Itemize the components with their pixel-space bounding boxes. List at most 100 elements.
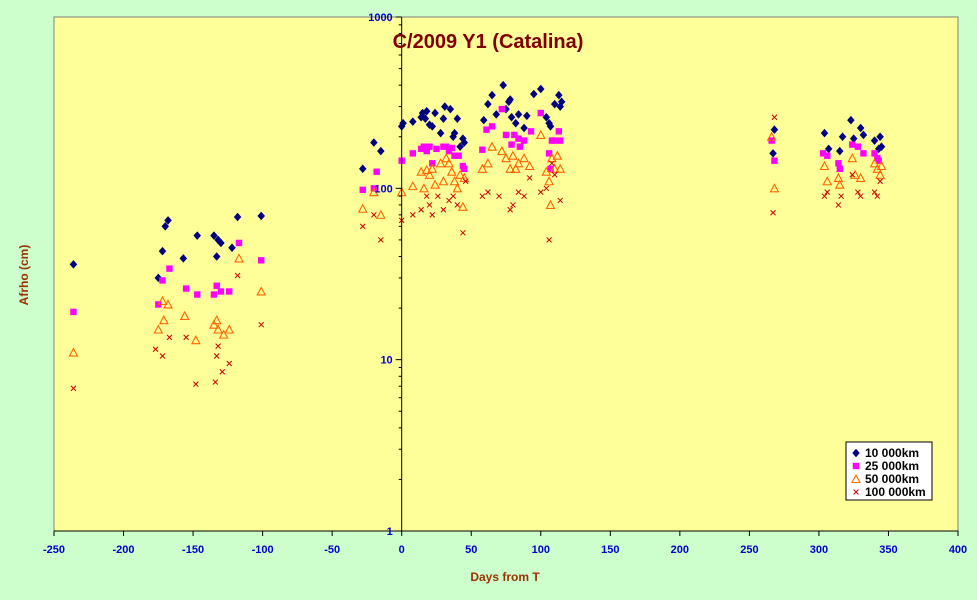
x-tick-label: 200 — [671, 544, 689, 556]
data-point — [551, 171, 558, 178]
data-point — [555, 90, 563, 100]
data-point — [423, 193, 430, 200]
x-tick-label: 300 — [810, 544, 828, 556]
data-point — [219, 368, 226, 375]
data-point — [183, 334, 189, 341]
data-point — [446, 166, 457, 176]
data-point — [523, 111, 531, 121]
data-point — [769, 183, 780, 193]
data-point — [218, 329, 229, 339]
data-point — [407, 180, 418, 191]
data-point — [515, 189, 522, 196]
data-point — [166, 265, 173, 272]
data-point — [496, 145, 507, 156]
data-point — [409, 150, 417, 157]
data-point — [427, 163, 438, 173]
data-point — [835, 146, 844, 156]
data-point — [430, 179, 440, 189]
data-point — [479, 115, 488, 125]
data-point — [368, 186, 379, 197]
y-tick-label: 10 — [380, 355, 392, 367]
data-point — [421, 164, 432, 175]
data-point — [429, 160, 436, 167]
data-point — [357, 203, 368, 213]
data-point — [516, 143, 524, 150]
data-point — [210, 291, 218, 298]
data-point — [217, 238, 225, 248]
data-point — [479, 193, 486, 200]
data-point — [213, 282, 220, 289]
data-point — [418, 206, 425, 213]
data-point — [451, 152, 458, 159]
data-point — [194, 291, 201, 298]
data-point — [537, 109, 544, 117]
data-point — [457, 201, 468, 211]
data-point — [820, 128, 829, 138]
data-point — [871, 189, 878, 196]
plot-area — [53, 16, 959, 532]
data-point — [855, 172, 866, 182]
data-point — [555, 128, 563, 135]
data-point — [854, 143, 862, 150]
data-point — [420, 143, 428, 150]
data-point — [833, 172, 844, 182]
x-tick-label: 0 — [399, 544, 405, 556]
data-point — [544, 176, 555, 186]
legend-label: 10 000km — [865, 446, 919, 460]
data-point — [770, 209, 776, 216]
data-point — [824, 189, 831, 196]
data-point — [507, 206, 514, 213]
data-point — [542, 112, 551, 122]
data-point — [483, 126, 490, 133]
data-point — [498, 105, 506, 113]
data-point — [545, 150, 553, 157]
data-point — [770, 125, 779, 135]
data-point — [769, 148, 777, 158]
chart-title: C/2009 Y1 (Catalina) — [393, 31, 584, 53]
data-point — [424, 169, 435, 179]
data-point — [514, 110, 523, 119]
data-point — [477, 163, 488, 173]
data-point — [541, 166, 552, 176]
data-point — [421, 114, 430, 124]
data-point — [450, 128, 459, 138]
legend-marker — [851, 473, 861, 484]
data-point — [479, 146, 486, 153]
data-point — [857, 193, 864, 200]
data-point — [212, 252, 221, 261]
data-point — [70, 308, 77, 316]
data-point — [521, 193, 527, 200]
data-point — [462, 178, 469, 185]
data-point — [179, 310, 190, 320]
data-point — [224, 324, 235, 334]
data-point — [819, 160, 830, 171]
data-point — [849, 171, 856, 178]
data-point — [438, 176, 449, 186]
data-point — [210, 231, 218, 240]
data-point — [551, 137, 558, 144]
data-point — [836, 165, 843, 173]
data-point — [426, 143, 433, 150]
data-point — [423, 147, 430, 155]
data-point — [505, 163, 516, 173]
data-point — [487, 141, 498, 151]
data-point — [875, 157, 882, 164]
data-point — [461, 165, 468, 173]
data-point — [159, 277, 166, 284]
data-point — [441, 152, 452, 163]
data-point — [877, 178, 883, 185]
data-point — [193, 231, 202, 240]
data-point — [549, 160, 555, 167]
data-point — [440, 206, 447, 213]
data-point — [485, 189, 491, 196]
data-point — [370, 138, 378, 147]
data-point — [508, 141, 515, 148]
data-point — [510, 163, 521, 173]
data-point — [409, 212, 416, 218]
x-tick-label: 250 — [740, 544, 758, 556]
data-point — [856, 123, 865, 133]
data-point — [557, 137, 564, 144]
y-tick-label: 1000 — [368, 12, 392, 24]
data-point — [258, 257, 265, 264]
data-point — [511, 131, 518, 139]
